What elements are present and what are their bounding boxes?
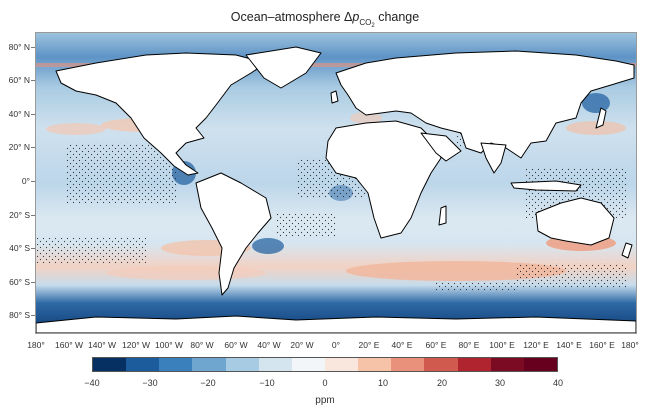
colorbar-tick-label: 30 bbox=[494, 378, 506, 388]
colorbar-swatch bbox=[358, 358, 392, 371]
colorbar-swatch bbox=[126, 358, 160, 371]
lat-tick bbox=[31, 147, 35, 148]
colorbar-tick-label: 20 bbox=[436, 378, 448, 388]
greenland bbox=[245, 46, 322, 89]
lon-label-20e: 20° E bbox=[358, 340, 380, 350]
colorbar-tick-label: −30 bbox=[142, 378, 158, 388]
continents bbox=[36, 46, 636, 333]
lon-label-100e: 100° E bbox=[489, 340, 515, 350]
lat-tick bbox=[31, 315, 35, 316]
indonesia bbox=[510, 180, 582, 192]
lat-tick bbox=[31, 215, 35, 216]
colorbar-swatch bbox=[457, 358, 491, 371]
colorbar bbox=[92, 357, 558, 372]
colorbar-tick-label: −40 bbox=[84, 378, 100, 388]
antarctica bbox=[36, 315, 636, 333]
lat-tick bbox=[31, 248, 35, 249]
madagascar bbox=[438, 205, 447, 226]
arabia bbox=[420, 132, 462, 162]
colorbar-tick-label: −10 bbox=[259, 378, 275, 388]
colorbar-tick-label: 0 bbox=[322, 378, 328, 388]
lon-label-140e: 140° E bbox=[556, 340, 582, 350]
colorbar-swatch bbox=[192, 358, 226, 371]
uk bbox=[330, 90, 339, 104]
south-america bbox=[195, 172, 272, 296]
india bbox=[480, 142, 507, 174]
lon-label-100w: 100° W bbox=[155, 340, 183, 350]
japan bbox=[595, 107, 607, 129]
colorbar-swatch bbox=[291, 358, 325, 371]
lat-tick bbox=[31, 282, 35, 283]
map-title: Ocean–atmosphere ΔpCO2 change bbox=[230, 10, 420, 29]
lon-label-120w: 120° W bbox=[122, 340, 150, 350]
colorbar-swatch bbox=[258, 358, 292, 371]
lon-label-160w: 160° W bbox=[55, 340, 83, 350]
lat-label-0: 0° bbox=[21, 176, 30, 186]
lon-label-20w: 20° W bbox=[290, 340, 314, 350]
map-canvas bbox=[36, 33, 636, 333]
africa bbox=[325, 120, 442, 239]
lat-tick bbox=[31, 80, 35, 81]
colorbar-tick-label: 10 bbox=[377, 378, 389, 388]
colorbar-swatch bbox=[225, 358, 259, 371]
lat-label-20s: 20° S bbox=[9, 210, 30, 220]
lat-label-40s: 40° S bbox=[9, 243, 30, 253]
colorbar-tick-label: 40 bbox=[552, 378, 564, 388]
lat-tick bbox=[31, 181, 35, 182]
north-america bbox=[55, 52, 267, 176]
lon-label-60w: 60° W bbox=[224, 340, 248, 350]
lon-label-40e: 40° E bbox=[391, 340, 413, 350]
colorbar-swatch bbox=[424, 358, 458, 371]
colorbar-swatch bbox=[391, 358, 425, 371]
colorbar-swatch bbox=[523, 358, 557, 371]
lat-label-20n: 20° N bbox=[8, 142, 30, 152]
lat-label-60n: 60° N bbox=[8, 75, 30, 85]
lon-label-80w: 80° W bbox=[190, 340, 214, 350]
colorbar-swatch bbox=[324, 358, 359, 371]
new-zealand bbox=[621, 242, 633, 259]
lat-label-80s: 80° S bbox=[9, 310, 30, 320]
lon-label-120e: 120° E bbox=[523, 340, 549, 350]
lon-label-180w: 180° bbox=[27, 340, 45, 350]
colorbar-swatch bbox=[159, 358, 193, 371]
colorbar-swatch bbox=[93, 358, 127, 371]
europe-asia bbox=[335, 50, 635, 159]
lat-tick bbox=[31, 47, 35, 48]
lon-label-40w: 40° W bbox=[257, 340, 281, 350]
world-map bbox=[35, 32, 637, 334]
lon-label-160e: 160° E bbox=[589, 340, 615, 350]
lon-label-140w: 140° W bbox=[88, 340, 116, 350]
lon-label-180e: 180° bbox=[621, 340, 639, 350]
lat-label-80n: 80° N bbox=[8, 42, 30, 52]
australia bbox=[535, 197, 615, 246]
lon-label-0: 0° bbox=[331, 340, 341, 350]
lon-label-80e: 80° E bbox=[458, 340, 480, 350]
lat-label-60s: 60° S bbox=[9, 277, 30, 287]
lat-label-40n: 40° N bbox=[8, 109, 30, 119]
colorbar-unit: ppm bbox=[315, 395, 335, 406]
colorbar-tick-label: −20 bbox=[200, 378, 216, 388]
lat-tick bbox=[31, 114, 35, 115]
lon-label-60e: 60° E bbox=[425, 340, 447, 350]
colorbar-swatch bbox=[490, 358, 524, 371]
